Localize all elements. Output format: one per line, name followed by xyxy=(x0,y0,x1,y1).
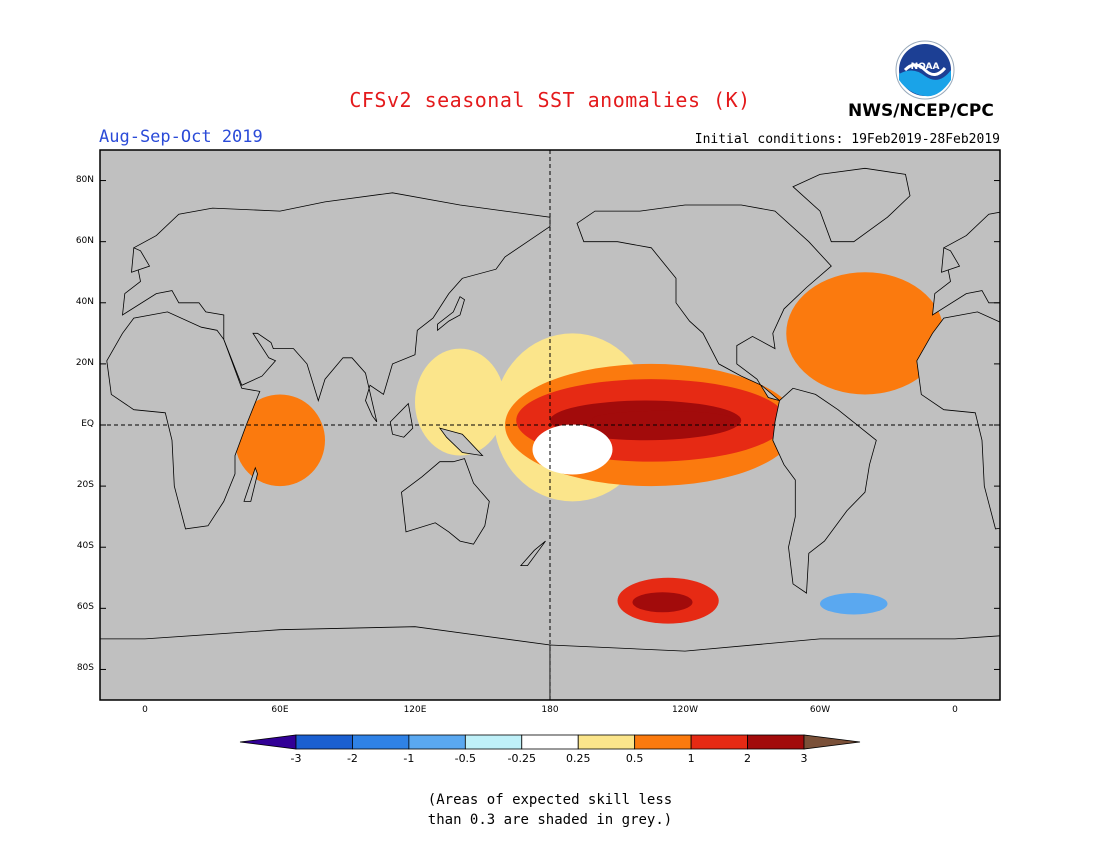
anomaly-region xyxy=(235,394,325,487)
colorbar xyxy=(239,734,861,750)
anomaly-region xyxy=(592,410,733,427)
colorbar-tick-label: -1 xyxy=(403,752,415,765)
colorbar-max-arrow xyxy=(803,734,861,750)
africa-wrap xyxy=(916,311,1000,530)
colorbar-tick-label: 0.5 xyxy=(625,752,644,765)
colorbar-tick-label: 0.25 xyxy=(565,752,591,765)
colorbar-tick-label: -0.25 xyxy=(507,752,536,765)
colorbar-swatch xyxy=(577,734,636,750)
colorbar-swatch xyxy=(464,734,523,750)
colorbar-tick-label: -2 xyxy=(346,752,358,765)
north-america-wrap xyxy=(576,204,832,401)
lon-label: 180 xyxy=(541,705,559,715)
lat-label: 60S xyxy=(76,602,94,613)
colorbar-swatch xyxy=(747,734,805,750)
colorbar-min-arrow xyxy=(239,734,297,750)
lat-label: 80S xyxy=(76,663,94,674)
lon-label: 0 xyxy=(142,705,148,715)
europe-asia xyxy=(122,192,551,423)
initial-conditions-label: Initial conditions: 19Feb2019-28Feb2019 xyxy=(694,132,1000,147)
antarctica xyxy=(100,626,551,700)
uk xyxy=(131,247,151,273)
lon-label: 60W xyxy=(809,705,831,715)
antarctica-wrap xyxy=(549,635,1000,700)
lon-label: 60E xyxy=(271,705,289,715)
graticule xyxy=(100,150,1000,700)
colorbar-tick-label: -0.5 xyxy=(454,752,477,765)
colorbar-swatch xyxy=(352,734,410,750)
madagascar xyxy=(243,466,258,502)
anomaly-region xyxy=(415,348,505,456)
lat-label: 40N xyxy=(75,296,94,307)
colorbar-tick-label: -3 xyxy=(290,752,302,765)
colorbar-swatch xyxy=(521,734,579,750)
colorbar-swatch xyxy=(634,734,692,750)
lon-label: 0 xyxy=(952,705,958,715)
colorbar-tick-label: 2 xyxy=(744,752,752,765)
anomaly-fields xyxy=(235,272,944,624)
lat-label: 20N xyxy=(75,357,94,368)
lat-label: 40S xyxy=(76,541,94,552)
colorbar-tick-label: 1 xyxy=(687,752,695,765)
lat-label: 80N xyxy=(75,174,94,185)
colorbar-swatch xyxy=(408,734,466,750)
colorbar-swatch xyxy=(295,734,353,750)
anomaly-region xyxy=(786,272,944,395)
uk-wrap xyxy=(941,247,961,273)
colorbar-swatch xyxy=(690,734,748,750)
north-america xyxy=(0,205,21,401)
note-line-1: (Areas of expected skill less xyxy=(427,792,673,808)
japan xyxy=(437,296,465,332)
new-zealand xyxy=(519,540,546,566)
agency-label: NWS/NCEP/CPC xyxy=(848,101,994,121)
anomaly-region xyxy=(632,592,693,613)
greenland-wrap xyxy=(792,167,911,243)
lon-label: 120E xyxy=(403,705,427,715)
note-line-2: than 0.3 are shaded in grey.) xyxy=(427,812,673,828)
borneo-indonesia xyxy=(389,402,414,438)
south-america-wrap xyxy=(772,387,877,594)
neutral-region xyxy=(532,424,613,475)
noaa-logo: NOAA xyxy=(895,40,955,100)
australia xyxy=(401,458,490,545)
anomaly-region xyxy=(820,593,888,615)
colorbar-tick-label: 3 xyxy=(800,752,808,765)
madagascar-wrap xyxy=(1054,468,1068,502)
map-frame xyxy=(99,149,1001,701)
lat-label: EQ xyxy=(81,419,94,429)
season-label: Aug-Sep-Oct 2019 xyxy=(99,127,263,147)
logo-text: NOAA xyxy=(911,62,940,72)
africa xyxy=(106,311,261,530)
europe-asia-wrap xyxy=(932,211,1000,316)
coastlines xyxy=(0,167,1068,700)
chart-title: CFSv2 seasonal SST anomalies (K) xyxy=(349,88,751,112)
lat-label: 20S xyxy=(76,480,94,491)
lon-label: 120W xyxy=(671,705,699,715)
new-guinea xyxy=(438,427,484,457)
lat-label: 60N xyxy=(75,235,94,246)
